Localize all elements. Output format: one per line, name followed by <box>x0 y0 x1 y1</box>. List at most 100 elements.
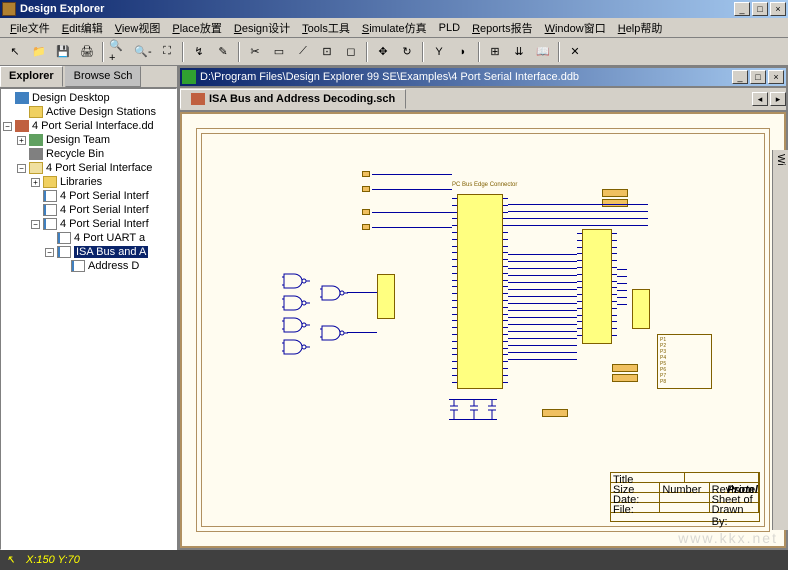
toolbar-down-button[interactable]: ⇊ <box>508 41 530 63</box>
toolbar-select-line-button[interactable]: ⟋ <box>292 41 314 63</box>
resistor-network <box>602 189 628 197</box>
toolbar-zoom-in-button[interactable]: 🔍+ <box>108 41 130 63</box>
tree-node-label: 4 Port Serial Interface <box>46 162 152 174</box>
tree-node[interactable]: −4 Port Serial Interface.dd <box>3 119 174 133</box>
bus-wire <box>508 345 577 346</box>
right-dock[interactable]: Wi <box>772 150 788 530</box>
folderopen-icon <box>29 162 43 174</box>
pin <box>452 225 457 226</box>
menu-view[interactable]: View视图 <box>109 18 167 38</box>
toolbar-hierarchy-button[interactable]: ⊞ <box>484 41 506 63</box>
toolbar-cut-button[interactable]: ✂ <box>244 41 266 63</box>
tree-node[interactable]: − 4 Port Serial Interface <box>3 161 174 175</box>
tree-expander-icon[interactable]: + <box>31 178 40 187</box>
toolbar-browse-button[interactable]: 📖 <box>532 41 554 63</box>
toolbar-edit-button[interactable]: ✎ <box>212 41 234 63</box>
tree-node[interactable]: 4 Port Serial Interf <box>3 203 174 217</box>
pin <box>452 320 457 321</box>
mdi-maximize-button[interactable]: □ <box>750 70 766 84</box>
tab-explorer[interactable]: Explorer <box>0 66 63 87</box>
tree-expander-icon[interactable]: + <box>17 136 26 145</box>
tree-expander-icon[interactable]: − <box>31 220 40 229</box>
menu-tools[interactable]: Tools工具 <box>296 18 356 38</box>
pin <box>577 253 582 254</box>
schematic-tab[interactable]: ISA Bus and Address Decoding.sch <box>180 89 406 109</box>
toolbar-select-rect-button[interactable]: ▭ <box>268 41 290 63</box>
tree-node[interactable]: Design Desktop <box>3 91 174 105</box>
capacitor <box>469 399 479 419</box>
menu-design[interactable]: Design设计 <box>228 18 296 38</box>
aux-chip <box>582 229 612 344</box>
pin <box>452 293 457 294</box>
tree-expander-icon[interactable]: − <box>45 248 54 257</box>
menu-edit[interactable]: Edit编辑 <box>56 18 109 38</box>
toolbar-select-touch-button[interactable]: ⊡ <box>316 41 338 63</box>
menu-pld[interactable]: PLD <box>433 20 466 36</box>
tree-node-label: Design Team <box>46 134 110 146</box>
tree-node[interactable]: +Libraries <box>3 175 174 189</box>
tree-node[interactable]: −4 Port Serial Interf <box>3 217 174 231</box>
pin <box>612 301 617 302</box>
mdi-close-button[interactable]: × <box>768 70 784 84</box>
pin <box>612 247 617 248</box>
design-tree[interactable]: Design DesktopActive Design Stations−4 P… <box>0 88 177 550</box>
tree-node[interactable]: Address D <box>3 259 174 273</box>
toolbar-break-button[interactable]: ↯ <box>188 41 210 63</box>
tab-browse-sch[interactable]: Browse Sch <box>65 66 142 87</box>
bus-wire <box>508 218 648 219</box>
pin <box>612 321 617 322</box>
tree-expander-icon[interactable]: − <box>17 164 26 173</box>
tree-node[interactable]: Active Design Stations <box>3 105 174 119</box>
close-button[interactable]: × <box>770 2 786 16</box>
resistor-network <box>542 409 568 417</box>
maximize-button[interactable]: □ <box>752 2 768 16</box>
tab-next-button[interactable]: ▸ <box>770 92 786 106</box>
menu-help[interactable]: Help帮助 <box>612 18 669 38</box>
toolbar-zoom-fit-button[interactable]: ⛶ <box>156 41 178 63</box>
main-chip <box>457 194 503 389</box>
doc-icon <box>57 232 71 244</box>
wire <box>372 174 452 175</box>
pin <box>612 281 617 282</box>
pin <box>503 354 508 355</box>
tree-node-label: Design Desktop <box>32 92 110 104</box>
toolbar-move-button[interactable]: ✥ <box>372 41 394 63</box>
schematic-canvas[interactable]: PC Bus Edge ConnectorP1P2P3P4P5P6P7P8Tit… <box>180 112 786 548</box>
pin <box>503 273 508 274</box>
toolbar-zoom-out-button[interactable]: 🔍- <box>132 41 154 63</box>
passive <box>362 224 370 230</box>
tree-node[interactable]: 4 Port Serial Interf <box>3 189 174 203</box>
menu-window[interactable]: Window窗口 <box>539 18 612 38</box>
toolbar-net-label-button[interactable]: Y <box>428 41 450 63</box>
toolbar-port-button[interactable]: ◗ <box>452 41 474 63</box>
pin <box>503 239 508 240</box>
menu-reports[interactable]: Reports报告 <box>466 18 539 38</box>
right-dock-tab[interactable]: Wi <box>773 150 788 170</box>
pin <box>577 328 582 329</box>
logic-gate <box>282 294 310 312</box>
tree-expander-icon[interactable]: − <box>3 122 12 131</box>
menu-file[interactable]: File文件 <box>4 18 56 38</box>
mdi-minimize-button[interactable]: _ <box>732 70 748 84</box>
wire <box>449 399 497 400</box>
toolbar-open-button[interactable]: 📁 <box>28 41 50 63</box>
toolbar-print-button[interactable]: 🖨 <box>76 41 98 63</box>
tree-node[interactable]: −ISA Bus and A <box>3 245 174 259</box>
logic-gate <box>282 316 310 334</box>
workarea: Explorer Browse Sch Design DesktopActive… <box>0 66 788 550</box>
toolbar-cross-button[interactable]: ✕ <box>564 41 586 63</box>
pin <box>612 274 617 275</box>
toolbar-rotate-button[interactable]: ↻ <box>396 41 418 63</box>
minimize-button[interactable]: _ <box>734 2 750 16</box>
toolbar-deselect-button[interactable]: ◻ <box>340 41 362 63</box>
pin <box>577 233 582 234</box>
tree-node[interactable]: 4 Port UART a <box>3 231 174 245</box>
menu-simulate[interactable]: Simulate仿真 <box>356 18 433 38</box>
tree-node[interactable]: Recycle Bin <box>3 147 174 161</box>
tab-prev-button[interactable]: ◂ <box>752 92 768 106</box>
toolbar-cursor-button[interactable]: ↖ <box>4 41 26 63</box>
toolbar-save-button[interactable]: 💾 <box>52 41 74 63</box>
tree-node[interactable]: + Design Team <box>3 133 174 147</box>
bus-wire <box>508 331 577 332</box>
menu-place[interactable]: Place放置 <box>166 18 228 38</box>
